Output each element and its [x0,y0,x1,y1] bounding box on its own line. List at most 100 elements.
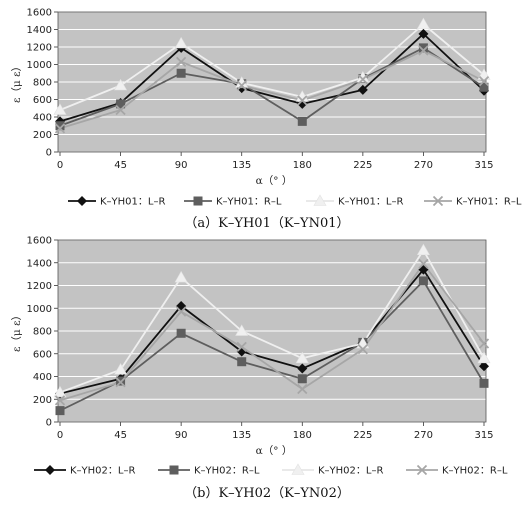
figure-caption: （b）K–YH02（K–YN02） [184,486,350,501]
legend-label: K–YH01：R–L [216,197,282,208]
x-tick-label: 180 [293,160,312,171]
data-point [55,406,65,416]
y-tick-label: 800 [33,327,52,338]
data-point [53,385,67,398]
data-point [237,357,247,367]
x-tick-label: 45 [114,430,127,441]
x-tick-label: 0 [57,430,63,441]
x-tick-label: 270 [414,160,433,171]
data-point [297,116,307,126]
data-point [297,363,308,374]
data-point [116,99,126,109]
chart-a: 0 200 400 600 800 1000 1200 1400 1600 0 45 90 135 180… [11,8,522,232]
legend-label: K–YH02：L–R [70,466,135,477]
data-point [418,258,429,270]
series-line-3 [59,23,485,111]
plot-frame [57,239,487,423]
x-axis-label: α（° ） [256,175,293,187]
x-tick-label: 270 [414,430,433,441]
data-point [477,351,491,364]
data-point [418,28,429,39]
data-point [176,68,186,78]
data-point [176,56,187,68]
legend-marker [193,196,203,206]
data-point [176,328,186,338]
data-point [53,103,67,115]
data-point [418,45,429,56]
y-tick-label: 200 [33,130,52,141]
y-tick-label: 1000 [27,304,52,315]
x-tick-label: 315 [474,160,493,171]
x-axis-label: α（° ） [256,445,293,457]
data-point [479,82,489,92]
data-point [176,306,187,317]
legend-marker [45,465,55,475]
chart-b: 0 200 400 600 800 1000 1200 1400 1600 0 45 90 135 180… [11,236,508,502]
data-point [54,123,66,134]
x-tick-label: 225 [353,160,372,171]
y-tick-label: 1000 [27,60,52,71]
data-point [235,324,249,336]
data-point [54,395,66,406]
data-point [297,383,308,395]
x-tick-label: 45 [114,160,127,171]
y-tick-label: 400 [33,113,52,124]
x-tick-label: 0 [57,160,63,171]
legend-marker [432,195,444,207]
series-line-3 [59,249,485,394]
legend-marker [169,465,179,475]
y-axis-label: ε（μ ε） [11,310,23,352]
y-tick-label: 1200 [27,281,52,292]
y-tick-label: 0 [46,418,52,429]
data-point [295,351,309,364]
x-tick-label: 90 [175,430,188,441]
y-tick-label: 1400 [27,258,52,269]
x-tick-label: 180 [293,430,312,441]
data-point [357,74,368,85]
y-axis-label: ε（μ ε） [11,61,23,103]
y-tick-label: 600 [33,95,52,106]
data-point [297,374,307,384]
data-point [297,95,308,106]
legend-marker [416,464,428,476]
y-tick-label: 1200 [27,43,52,54]
legend-label: K–YH02：L–R [318,466,383,477]
data-point [55,121,65,131]
data-point [479,361,489,372]
data-point [416,17,430,30]
y-tick-label: 1400 [27,25,52,36]
data-point [115,104,126,116]
data-point [357,344,368,355]
data-point [418,43,428,53]
legend-label: K–YH01：L–R [338,197,403,208]
y-tick-label: 1600 [27,8,52,19]
data-point [174,36,188,49]
x-tick-label: 225 [353,430,372,441]
y-tick-label: 200 [33,395,52,406]
figure-caption: （a）K–YH01（K–YN01） [184,216,349,231]
data-point [236,80,247,91]
x-tick-label: 135 [232,160,251,171]
series-line-1 [59,268,485,395]
series-line-2 [59,46,485,127]
legend-label: K–YH02：R–L [194,466,260,477]
data-point [114,363,128,375]
y-tick-label: 600 [33,349,52,360]
legend-label: K–YH01：L–R [100,197,165,208]
y-tick-label: 400 [33,372,52,383]
legend-label: K–YH01：R–L [456,197,522,208]
legend-marker [313,194,327,206]
y-tick-label: 800 [33,78,52,89]
data-point [236,341,247,353]
y-tick-label: 0 [46,148,52,159]
series-line-2 [59,280,485,412]
data-point [418,276,428,286]
legend-label: K–YH02：R–L [442,466,508,477]
x-tick-label: 315 [474,430,493,441]
data-point [357,84,368,95]
data-point [416,243,430,256]
data-point [115,377,126,388]
y-tick-label: 1600 [27,236,52,247]
data-point [478,338,490,349]
